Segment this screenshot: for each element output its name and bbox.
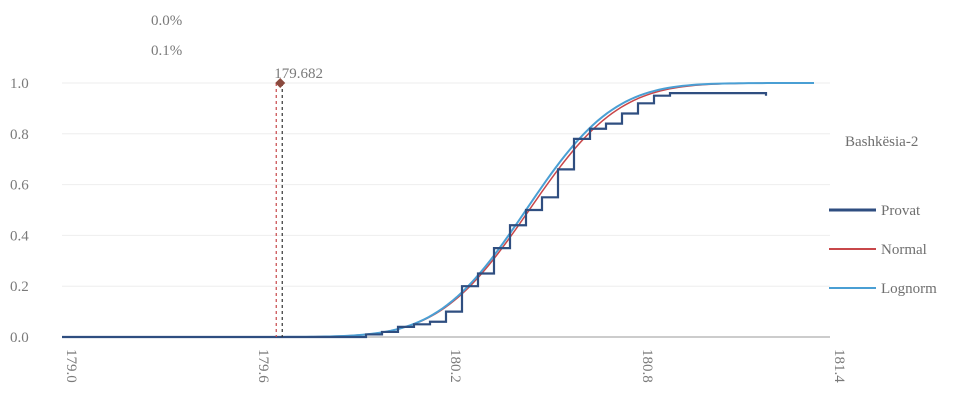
percent-bottom-label: 0.1%	[151, 43, 182, 59]
x-tick-label: 180.8	[639, 349, 655, 383]
legend-label-provat: Provat	[881, 203, 921, 219]
legend: Bashkësia-2 Provat Normal Lognorm	[829, 134, 937, 297]
x-axis: 179.0 179.6 180.2 180.8 181.4	[63, 349, 847, 383]
y-tick-label: 1.0	[10, 76, 29, 92]
y-axis: 1.0 0.8 0.6 0.4 0.2 0.0	[10, 76, 29, 346]
legend-label-lognorm: Lognorm	[881, 281, 937, 297]
x-tick-label: 181.4	[831, 349, 847, 383]
series-provat-line	[62, 92, 768, 339]
legend-label-normal: Normal	[881, 242, 927, 258]
marker-value-label: 179.682	[274, 66, 323, 82]
y-tick-label: 0.0	[10, 330, 29, 346]
y-tick-label: 0.8	[10, 127, 29, 143]
legend-title: Bashkësia-2	[845, 134, 918, 150]
series-normal-line	[62, 82, 767, 338]
y-tick-label: 0.4	[10, 228, 29, 244]
x-tick-label: 179.0	[63, 349, 79, 383]
x-tick-label: 180.2	[447, 349, 463, 383]
percent-top-label: 0.0%	[151, 13, 182, 29]
y-tick-label: 0.2	[10, 279, 29, 295]
marker-diamond	[275, 78, 286, 88]
x-tick-label: 179.6	[255, 349, 271, 383]
y-tick-label: 0.6	[10, 178, 29, 194]
grid	[62, 82, 830, 287]
series-layer	[62, 82, 814, 339]
series-lognorm-line	[62, 82, 814, 338]
